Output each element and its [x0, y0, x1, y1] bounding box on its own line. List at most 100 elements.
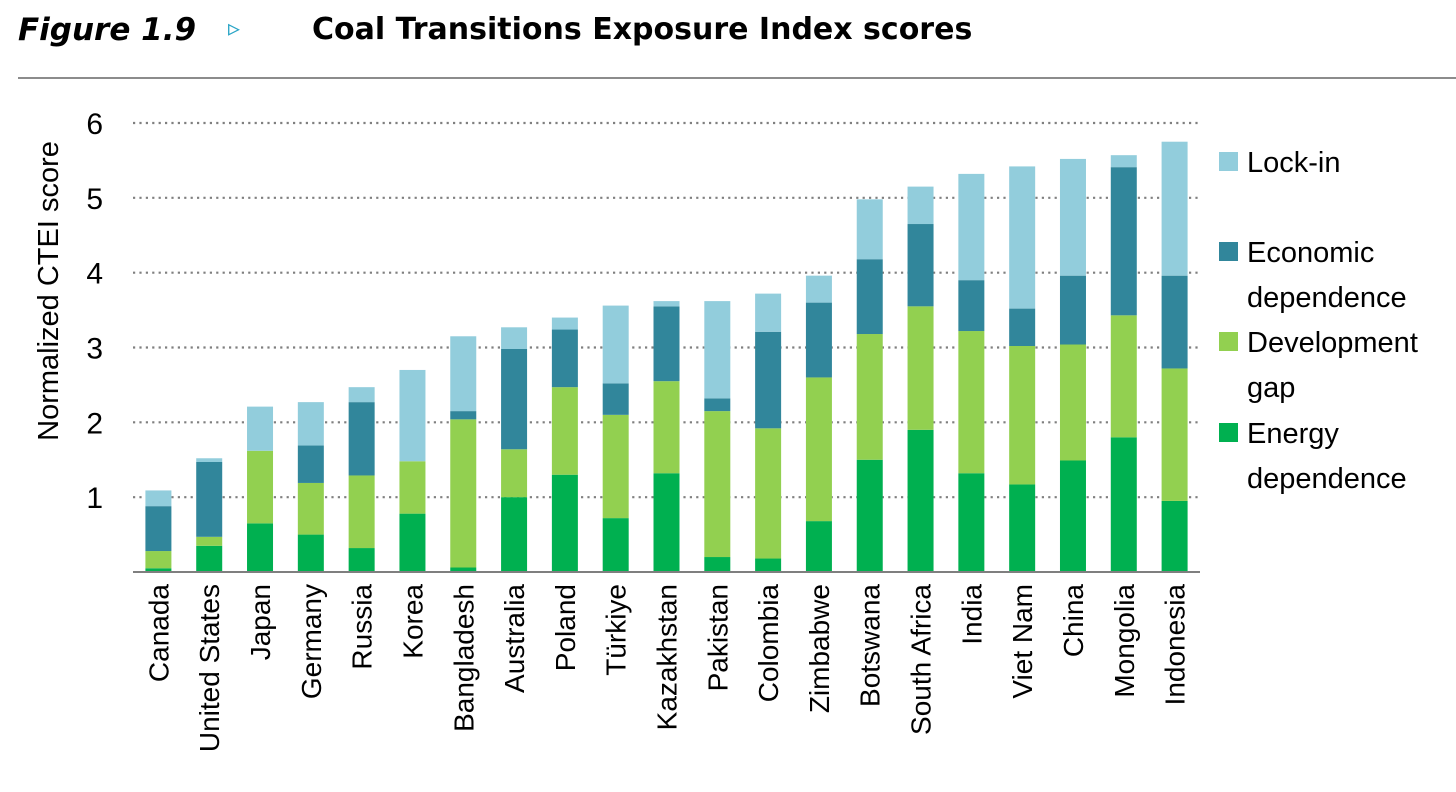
bar-segment-development	[145, 551, 172, 569]
bar-segment-economic	[653, 306, 680, 382]
bar-segment-lockin	[755, 293, 782, 332]
bar-segment-lockin	[247, 406, 274, 451]
bar-segment-energy	[551, 474, 578, 572]
bar-segment-development	[196, 536, 223, 546]
bar-segment-energy	[450, 567, 477, 572]
x-tick-label: Botswana	[855, 584, 886, 707]
bar-segment-energy	[196, 545, 223, 572]
bar-segment-energy	[755, 558, 782, 572]
bar-segment-energy	[856, 459, 883, 572]
bar-segment-economic	[297, 445, 324, 483]
x-tick-label: Korea	[397, 584, 428, 659]
bar-segment-economic	[958, 280, 985, 332]
bar-segment-economic	[145, 506, 172, 552]
bar-segment-economic	[1059, 275, 1086, 345]
bar-segment-economic	[704, 398, 731, 412]
bar-segment-lockin	[348, 387, 375, 403]
bar-segment-development	[856, 334, 883, 460]
legend-swatch-economic	[1219, 242, 1238, 261]
legend-swatch-energy	[1219, 423, 1238, 442]
bar-segment-energy	[1161, 500, 1188, 572]
bar-segment-energy	[247, 523, 274, 572]
bar-segment-energy	[399, 513, 426, 572]
bar-segment-development	[297, 482, 324, 535]
bar-segment-development	[501, 449, 528, 498]
bar-segment-lockin	[805, 275, 832, 303]
y-tick-label: 4	[86, 258, 103, 291]
bar-segment-economic	[856, 259, 883, 335]
bar-segment-economic	[805, 302, 832, 378]
y-tick-label: 5	[86, 183, 103, 216]
x-tick-label: Germany	[296, 584, 327, 699]
bar-segment-development	[1059, 344, 1086, 461]
x-tick-label: China	[1058, 584, 1089, 658]
bar-segment-lockin	[145, 490, 172, 507]
bar-segment-lockin	[1009, 166, 1036, 309]
bar-segment-energy	[501, 497, 528, 572]
bar-segment-lockin	[958, 173, 985, 281]
x-tick-label: Viet Nam	[1007, 584, 1038, 699]
bar-segment-energy	[1059, 460, 1086, 572]
bar-segment-development	[399, 461, 426, 514]
bar-segment-economic	[551, 329, 578, 388]
bar-segment-lockin	[856, 199, 883, 260]
y-tick-label: 6	[86, 108, 103, 141]
bar-segment-economic	[602, 383, 629, 415]
bar-segment-economic	[1009, 308, 1036, 347]
legend-label: Economic	[1247, 237, 1374, 269]
bar-segment-energy	[145, 568, 172, 572]
bar-segment-development	[247, 450, 274, 524]
x-tick-label: Türkiye	[601, 584, 632, 676]
bar-segment-energy	[704, 557, 731, 572]
x-tick-label: Canada	[143, 584, 174, 683]
x-tick-label: Pakistan	[702, 584, 733, 691]
legend-label: Energy	[1247, 418, 1339, 450]
x-tick-label: Kazakhstan	[652, 584, 683, 730]
figure-arrow-icon: ▹	[228, 14, 241, 42]
bar-segment-economic	[755, 331, 782, 429]
bar-segment-lockin	[704, 301, 731, 399]
bar-segment-lockin	[501, 327, 528, 349]
bar-segment-lockin	[450, 336, 477, 412]
legend-swatch-lockin	[1219, 152, 1238, 171]
bar-segment-energy	[1009, 484, 1036, 572]
bar-segment-lockin	[1161, 141, 1188, 276]
bar-segment-economic	[1110, 167, 1137, 316]
bar-segment-economic	[196, 461, 223, 537]
x-tick-label: Indonesia	[1160, 584, 1191, 706]
bar-segment-energy	[348, 548, 375, 572]
bar-segment-energy	[907, 429, 934, 572]
bar-segment-energy	[653, 473, 680, 572]
x-tick-label: India	[956, 584, 987, 645]
bar-segment-economic	[907, 224, 934, 307]
bar-segment-energy	[297, 534, 324, 572]
header-divider	[18, 77, 1456, 79]
bar-segment-lockin	[907, 186, 934, 225]
bar-segment-development	[1110, 315, 1137, 438]
bar-segment-lockin	[653, 301, 680, 307]
legend-label: dependence	[1247, 463, 1407, 495]
bar-segment-economic	[501, 348, 528, 450]
x-tick-label: South Africa	[906, 584, 937, 735]
x-tick-label: Japan	[245, 584, 276, 660]
x-tick-label: Mongolia	[1109, 584, 1140, 698]
legend-label: dependence	[1247, 282, 1407, 314]
bar-segment-lockin	[1059, 158, 1086, 276]
bar-segment-lockin	[551, 317, 578, 330]
y-tick-label: 3	[86, 333, 103, 366]
bar-segment-development	[653, 381, 680, 474]
legend-label: gap	[1247, 372, 1295, 404]
x-tick-label: Poland	[550, 584, 581, 671]
x-tick-label: Zimbabwe	[804, 584, 835, 713]
bar-segment-lockin	[1110, 155, 1137, 168]
x-tick-label: United States	[194, 584, 225, 752]
x-tick-label: Australia	[499, 584, 530, 693]
x-tick-label: Bangladesh	[448, 584, 479, 732]
bar-segment-economic	[348, 402, 375, 476]
bar-segment-energy	[602, 518, 629, 572]
bar-segment-development	[348, 475, 375, 549]
bar-segment-development	[450, 419, 477, 568]
bar-segment-development	[907, 306, 934, 430]
bar-segment-lockin	[399, 369, 426, 462]
